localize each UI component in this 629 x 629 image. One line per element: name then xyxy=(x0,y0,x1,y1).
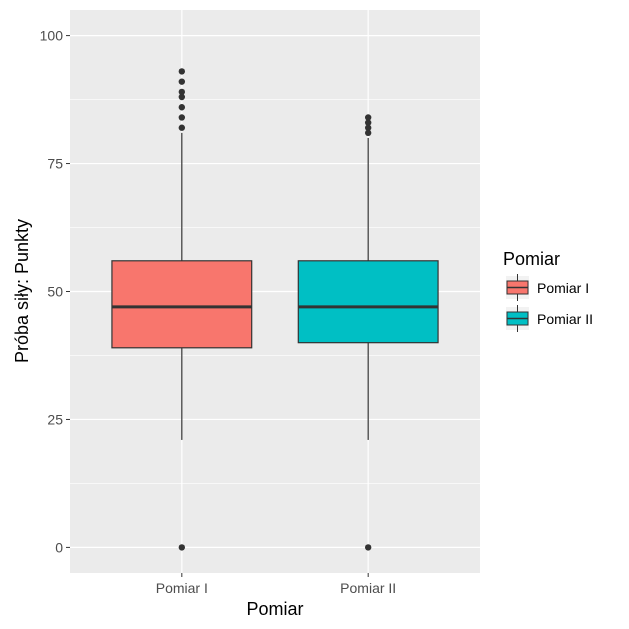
outlier-point xyxy=(178,544,186,551)
box-group xyxy=(111,68,253,551)
legend-label: Pomiar II xyxy=(537,311,593,327)
x-axis: Pomiar I Pomiar II xyxy=(156,573,396,596)
y-tick-label: 0 xyxy=(55,539,63,555)
outlier-point xyxy=(178,78,186,85)
legend-label: Pomiar I xyxy=(537,280,589,296)
outlier-point xyxy=(364,129,372,137)
outlier-point xyxy=(178,68,186,75)
box-body xyxy=(297,260,439,344)
outlier-point xyxy=(364,119,372,126)
y-tick-label: 50 xyxy=(47,284,63,300)
outlier-point xyxy=(364,124,372,131)
boxes-layer xyxy=(111,68,439,551)
box-body xyxy=(111,260,253,349)
outlier-point xyxy=(178,114,186,121)
outlier-point xyxy=(178,124,186,131)
outlier-point xyxy=(364,114,372,121)
y-axis-title: Próba siły: Punkty xyxy=(12,219,32,363)
box-group xyxy=(297,114,439,551)
minor-grid xyxy=(70,99,480,484)
legend-entry: Pomiar II xyxy=(506,305,593,332)
legend-title: Pomiar xyxy=(503,249,560,269)
x-tick-label: Pomiar II xyxy=(340,580,396,596)
outlier-point xyxy=(178,104,186,111)
y-tick-label: 100 xyxy=(40,28,64,44)
x-tick-label: Pomiar I xyxy=(156,580,208,596)
y-tick-label: 75 xyxy=(47,156,63,172)
y-axis: 0 25 50 75 100 xyxy=(40,28,70,555)
legend: Pomiar Pomiar I Pomiar II xyxy=(503,249,593,332)
x-axis-title: Pomiar xyxy=(246,599,303,619)
outlier-point xyxy=(178,88,186,96)
outlier-point xyxy=(178,93,186,101)
outlier-point xyxy=(364,544,372,551)
legend-entry: Pomiar I xyxy=(506,274,589,301)
y-tick-label: 25 xyxy=(47,411,63,427)
